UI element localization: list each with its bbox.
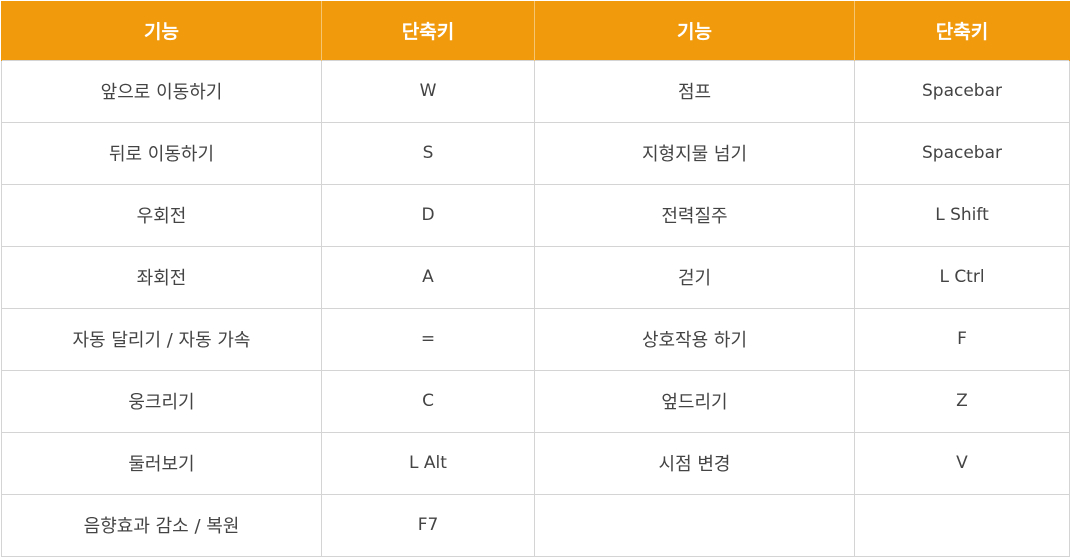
table-row: 자동 달리기 / 자동 가속 = 상호작용 하기 F — [1, 308, 1070, 371]
function-cell: 우회전 — [1, 184, 322, 247]
table-row: 앞으로 이동하기 W 점프 Spacebar — [1, 60, 1070, 123]
table-row: 음향효과 감소 / 복원 F7 — [1, 494, 1070, 557]
shortcut-cell: Spacebar — [854, 60, 1070, 123]
function-cell-empty — [534, 494, 855, 557]
function-cell: 웅크리기 — [1, 370, 322, 433]
shortcut-cell-empty — [854, 494, 1070, 557]
table-row: 둘러보기 L Alt 시점 변경 V — [1, 432, 1070, 495]
shortcut-cell: = — [321, 308, 535, 371]
header-shortcut-left: 단축키 — [321, 1, 535, 61]
function-cell: 둘러보기 — [1, 432, 322, 495]
function-cell: 좌회전 — [1, 246, 322, 309]
shortcut-cell: L Alt — [321, 432, 535, 495]
shortcut-cell: F — [854, 308, 1070, 371]
header-function-left: 기능 — [1, 1, 322, 61]
shortcut-cell: L Shift — [854, 184, 1070, 247]
table-row: 우회전 D 전력질주 L Shift — [1, 184, 1070, 247]
function-cell: 음향효과 감소 / 복원 — [1, 494, 322, 557]
function-cell: 앞으로 이동하기 — [1, 60, 322, 123]
header-shortcut-right: 단축키 — [854, 1, 1070, 61]
function-cell: 지형지물 넘기 — [534, 122, 855, 185]
function-cell: 시점 변경 — [534, 432, 855, 495]
function-cell: 자동 달리기 / 자동 가속 — [1, 308, 322, 371]
function-cell: 점프 — [534, 60, 855, 123]
shortcut-cell: D — [321, 184, 535, 247]
table-row: 뒤로 이동하기 S 지형지물 넘기 Spacebar — [1, 122, 1070, 185]
shortcut-cell: Spacebar — [854, 122, 1070, 185]
shortcut-cell: F7 — [321, 494, 535, 557]
header-function-right: 기능 — [534, 1, 855, 61]
shortcut-cell: S — [321, 122, 535, 185]
table-row: 좌회전 A 걷기 L Ctrl — [1, 246, 1070, 309]
shortcut-cell: V — [854, 432, 1070, 495]
function-cell: 상호작용 하기 — [534, 308, 855, 371]
shortcut-cell: Z — [854, 370, 1070, 433]
shortcut-cell: W — [321, 60, 535, 123]
function-cell: 전력질주 — [534, 184, 855, 247]
shortcut-cell: L Ctrl — [854, 246, 1070, 309]
header-row: 기능 단축키 기능 단축키 — [1, 1, 1070, 61]
shortcut-cell: C — [321, 370, 535, 433]
function-cell: 뒤로 이동하기 — [1, 122, 322, 185]
function-cell: 엎드리기 — [534, 370, 855, 433]
function-cell: 걷기 — [534, 246, 855, 309]
shortcut-cell: A — [321, 246, 535, 309]
table-row: 웅크리기 C 엎드리기 Z — [1, 370, 1070, 433]
